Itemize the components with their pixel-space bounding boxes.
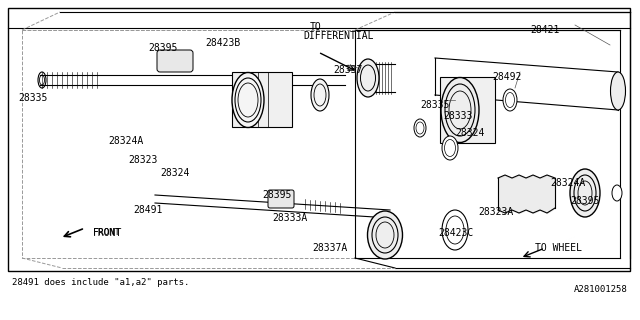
Text: DIFFERENTIAL: DIFFERENTIAL <box>303 31 374 41</box>
Bar <box>8 8 630 271</box>
Text: 28395: 28395 <box>570 196 600 206</box>
FancyBboxPatch shape <box>268 190 294 208</box>
Text: FRONT: FRONT <box>93 228 120 237</box>
Text: 28333: 28333 <box>443 111 472 121</box>
Ellipse shape <box>441 77 479 142</box>
Text: 28337: 28337 <box>333 65 362 75</box>
Text: 28421: 28421 <box>530 25 559 35</box>
Text: 28333A: 28333A <box>272 213 307 223</box>
Ellipse shape <box>570 169 600 217</box>
FancyBboxPatch shape <box>157 50 193 72</box>
Bar <box>440 77 495 143</box>
Text: FRONT: FRONT <box>93 228 122 238</box>
Text: 28395: 28395 <box>262 190 291 200</box>
Ellipse shape <box>611 72 625 110</box>
Text: 28323: 28323 <box>128 155 157 165</box>
Text: 28324A: 28324A <box>550 178 585 188</box>
Text: A281001258: A281001258 <box>574 285 628 294</box>
Ellipse shape <box>503 89 517 111</box>
Ellipse shape <box>414 119 426 137</box>
Ellipse shape <box>232 73 264 127</box>
Bar <box>232 72 292 127</box>
Text: 28395: 28395 <box>148 43 177 53</box>
Text: 28324A: 28324A <box>108 136 143 146</box>
Text: 28491: 28491 <box>133 205 163 215</box>
Text: 28423B: 28423B <box>205 38 240 48</box>
Text: TO WHEEL: TO WHEEL <box>535 243 582 253</box>
Text: 28491 does include "a1,a2" parts.: 28491 does include "a1,a2" parts. <box>12 278 189 287</box>
Ellipse shape <box>612 185 622 201</box>
Text: 28335: 28335 <box>420 100 449 110</box>
Text: 28335: 28335 <box>18 93 47 103</box>
Text: 28324: 28324 <box>160 168 189 178</box>
Text: 28323A: 28323A <box>478 207 513 217</box>
Text: 28492: 28492 <box>492 72 522 82</box>
Ellipse shape <box>367 211 403 259</box>
Text: 28324: 28324 <box>455 128 484 138</box>
Ellipse shape <box>357 59 379 97</box>
Text: 28337A: 28337A <box>312 243 348 253</box>
Text: TO: TO <box>310 22 322 32</box>
Ellipse shape <box>442 136 458 160</box>
Ellipse shape <box>442 210 468 250</box>
Ellipse shape <box>311 79 329 111</box>
Text: 28423C: 28423C <box>438 228 473 238</box>
